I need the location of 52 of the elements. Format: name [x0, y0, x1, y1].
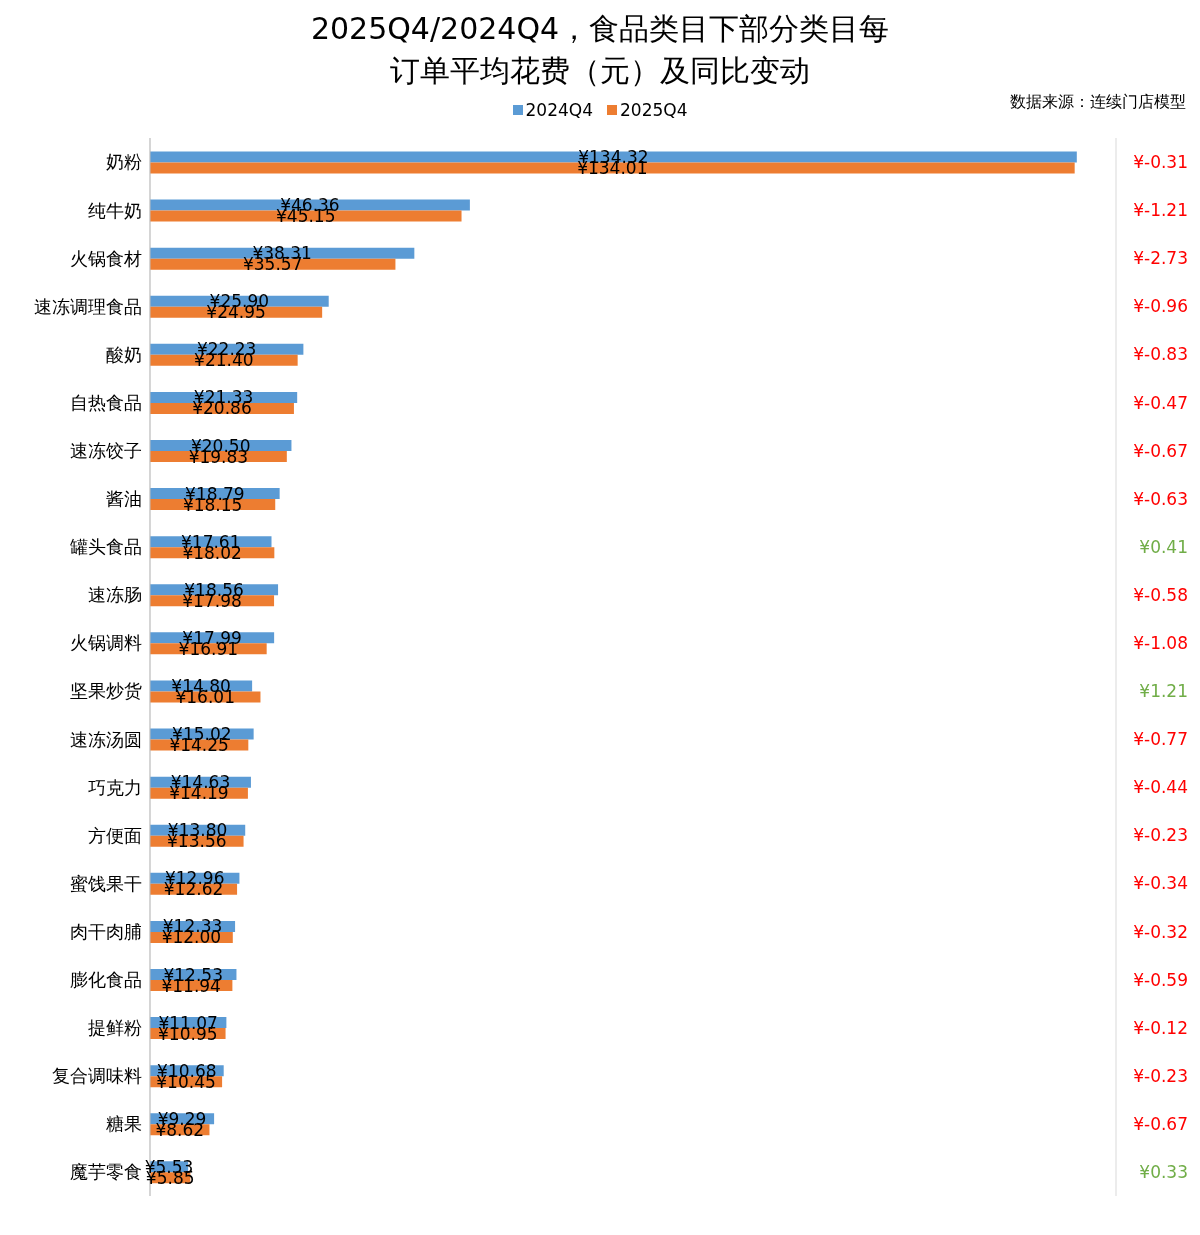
- legend-label: 2024Q4: [524, 100, 593, 120]
- bar: [150, 151, 1077, 163]
- text: ¥-0.34: [1133, 873, 1188, 894]
- y-tick-label: 肉干肉脯: [70, 920, 142, 942]
- y-tick-label: 方便面: [88, 824, 142, 846]
- text: ¥-0.23: [1133, 1065, 1188, 1086]
- y-tick-label: 奶粉: [106, 151, 142, 173]
- text: ¥0.41: [1139, 536, 1188, 557]
- text: ¥-0.67: [1133, 1113, 1188, 1134]
- text: ¥-0.58: [1133, 584, 1188, 605]
- y-tick-label: 酱油: [106, 488, 142, 510]
- y-tick-label: 自热食品: [70, 391, 142, 413]
- bar: [150, 162, 1075, 174]
- text: ¥1.21: [1139, 681, 1188, 702]
- text: ¥-0.31: [1133, 152, 1188, 173]
- chart-title: 2025Q4/2024Q4，食品类目下部分类目每订单平均花费（元）及同比变动: [309, 10, 891, 90]
- text: ¥-1.08: [1133, 632, 1188, 653]
- y-tick-label: 复合调味料: [52, 1065, 142, 1087]
- text: ¥0.33: [1139, 1161, 1188, 1182]
- text: ¥-0.47: [1133, 392, 1188, 413]
- text: ¥-0.63: [1133, 488, 1188, 509]
- y-tick-label: 罐头食品: [70, 536, 142, 558]
- y-tick-label: 速冻汤圆: [70, 728, 142, 750]
- legend-label: 2025Q4: [619, 100, 688, 120]
- y-tick-label: 坚果炒货: [70, 680, 142, 702]
- y-tick-label: 速冻调理食品: [34, 295, 142, 317]
- text: ¥-0.96: [1133, 296, 1188, 317]
- text: ¥-2.73: [1133, 248, 1188, 269]
- text: ¥-0.23: [1133, 825, 1188, 846]
- y-tick-label: 火锅调料: [70, 632, 142, 654]
- text: ¥-0.83: [1133, 344, 1188, 365]
- y-tick-label: 糖果: [106, 1113, 142, 1135]
- bar: [150, 258, 396, 270]
- y-tick-label: 提鲜粉: [88, 1017, 142, 1039]
- y-tick-label: 蜜饯果干: [70, 872, 142, 894]
- text: ¥-0.59: [1133, 969, 1188, 990]
- y-tick-label: 膨化食品: [70, 968, 142, 990]
- y-tick-label: 魔芋零食: [70, 1161, 142, 1183]
- y-tick-label: 酸奶: [106, 343, 142, 365]
- text: ¥-0.67: [1133, 440, 1188, 461]
- y-tick-label: 速冻饺子: [70, 439, 142, 461]
- text: ¥-0.12: [1133, 1017, 1188, 1038]
- text: ¥-0.44: [1133, 777, 1188, 798]
- text: ¥-1.21: [1133, 200, 1188, 221]
- y-tick-label: 火锅食材: [70, 247, 142, 269]
- y-tick-label: 巧克力: [88, 776, 142, 798]
- source-note: 数据来源：连续门店模型: [1010, 92, 1186, 113]
- bar: [150, 210, 462, 222]
- y-tick-label: 速冻肠: [88, 584, 142, 606]
- text: ¥-0.77: [1133, 729, 1188, 750]
- text: ¥-0.32: [1133, 921, 1188, 942]
- y-tick-label: 纯牛奶: [88, 199, 142, 221]
